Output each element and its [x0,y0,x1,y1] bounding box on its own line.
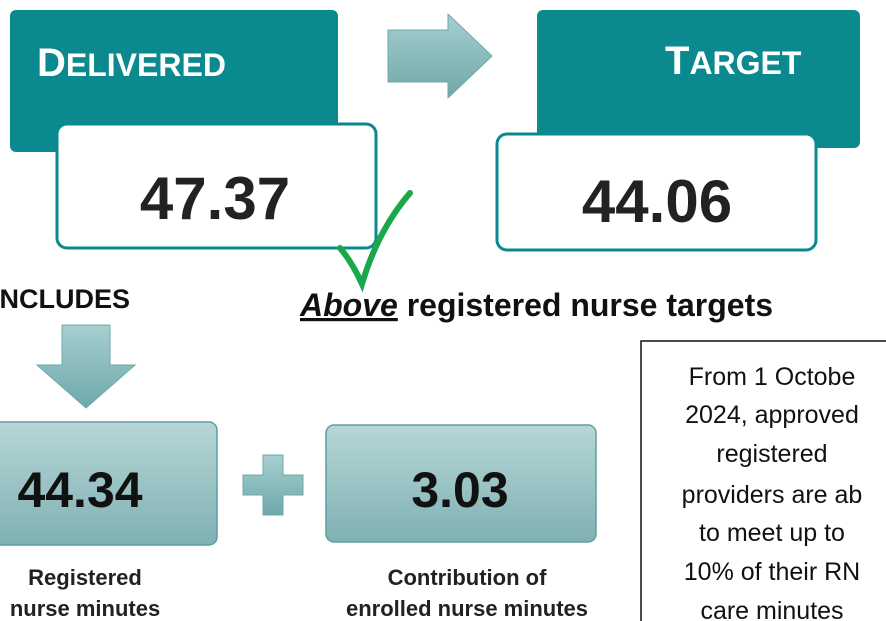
includes-label: INCLUDES [0,284,130,314]
registered-value: 44.34 [17,462,142,518]
enrolled-box [325,424,597,543]
check-mark [337,190,413,293]
statement: Above registered nurse targets [299,287,773,323]
note-line: to meet up to [699,519,845,547]
plus-sign [242,454,304,516]
note-line: registered [716,440,827,468]
delivered-box [55,122,378,250]
note-line: providers are ab [682,481,863,509]
delivered-value: 47.37 [140,165,290,232]
registered-label: nurse minutes [10,596,160,621]
registered-label: Registered [28,565,142,590]
right-arrow [387,12,493,100]
target-label: TARGET [665,39,802,83]
target-value: 44.06 [582,168,732,235]
enrolled-label: Contribution of [388,565,548,590]
note-text: From 1 Octobe 2024, approved registered pro… [682,363,863,621]
delivered-header [10,10,338,152]
note-line: 2024, approved [685,401,859,429]
target-box [495,132,818,252]
target-header [537,10,860,148]
enrolled-value: 3.03 [411,462,508,518]
down-arrow [35,324,137,409]
registered-box [0,421,218,546]
note-line: From 1 Octobe [689,363,856,391]
note-line: care minutes [700,597,843,621]
note-box [640,340,886,621]
delivered-label: DELIVERED [37,41,226,85]
note-line: 10% of their RN [684,558,860,586]
enrolled-label: enrolled nurse minutes [346,596,588,621]
